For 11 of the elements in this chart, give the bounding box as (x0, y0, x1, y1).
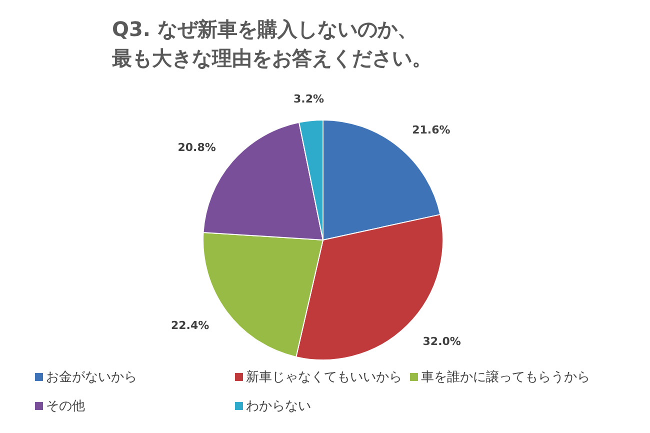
legend-label: お金がないから (46, 370, 137, 385)
legend-label: 車を誰かに譲ってもらうから (421, 370, 590, 385)
data-label: 20.8% (178, 140, 216, 154)
data-label: 3.2% (293, 92, 324, 106)
data-label: 22.4% (171, 318, 210, 332)
legend-label: わからない (246, 399, 311, 414)
data-label: 21.6% (412, 123, 450, 136)
legend-label: 新車じゃなくてもいいから (246, 370, 402, 385)
legend-label: その他 (46, 399, 85, 414)
data-label: 32.0% (422, 335, 461, 348)
chart-title: Q3. なぜ新車を購入しないのか、最も大きな理由をお答えください。 (111, 17, 432, 70)
